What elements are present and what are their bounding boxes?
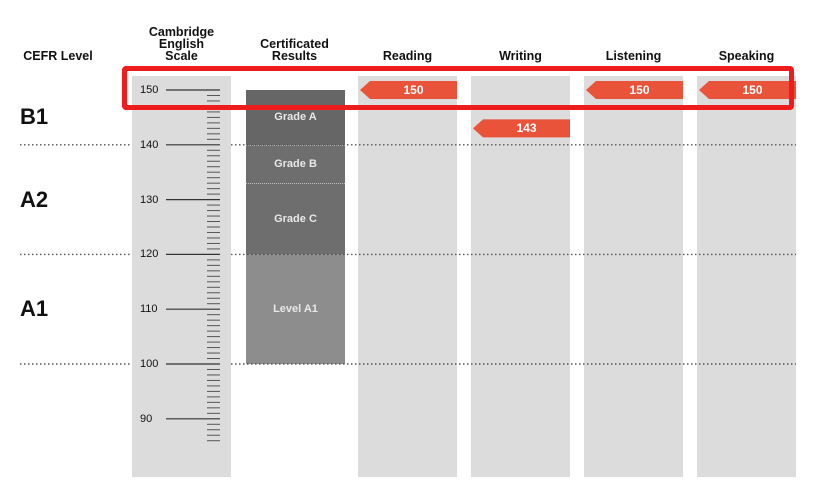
header-cefr-level: CEFR Level	[23, 49, 93, 63]
header-cambridge-english-scale: Cambridge English Scale	[148, 25, 215, 63]
band-label: Grade A	[274, 111, 317, 124]
header-reading: Reading	[382, 49, 433, 63]
tick-label-140: 140	[140, 138, 159, 151]
tick-label-110: 110	[140, 303, 158, 316]
tick-label-130: 130	[140, 193, 159, 206]
score-label-speaking: 150	[742, 83, 763, 97]
writing-column	[471, 76, 570, 477]
band-label: Grade C	[274, 213, 317, 226]
score-label-listening: 150	[629, 83, 650, 97]
band-label: Grade B	[274, 158, 317, 171]
score-marker-writing	[473, 119, 570, 138]
tick-label-150: 150	[140, 84, 159, 96]
tick-label-120: 120	[140, 248, 159, 261]
listening-column	[584, 76, 683, 477]
band-label: Level A1	[273, 303, 318, 316]
header-speaking: Speaking	[718, 49, 775, 63]
tick-label-100: 100	[140, 358, 159, 370]
score-label-writing: 143	[516, 121, 537, 136]
band-grade-a: Grade A	[246, 90, 345, 145]
cefr-level-a2: A2	[20, 186, 49, 212]
score-marker-speaking	[699, 81, 796, 99]
highlight-box	[122, 66, 794, 110]
tick-label-90: 90	[140, 412, 153, 425]
band-grade-c: Grade C	[246, 183, 345, 255]
score-marker-reading	[360, 81, 457, 99]
reading-column	[358, 76, 457, 477]
band-level-a1: Level A1	[246, 254, 345, 364]
score-marker-listening	[586, 81, 683, 99]
speaking-column	[697, 76, 796, 477]
cefr-level-b1: B1	[20, 104, 49, 130]
cefr-level-a1: A1	[20, 296, 49, 322]
header-certificated-results: Certificated Results	[260, 37, 329, 63]
header-listening: Listening	[605, 49, 662, 63]
header-writing: Writing	[499, 49, 542, 63]
score-label-reading: 150	[403, 83, 424, 97]
